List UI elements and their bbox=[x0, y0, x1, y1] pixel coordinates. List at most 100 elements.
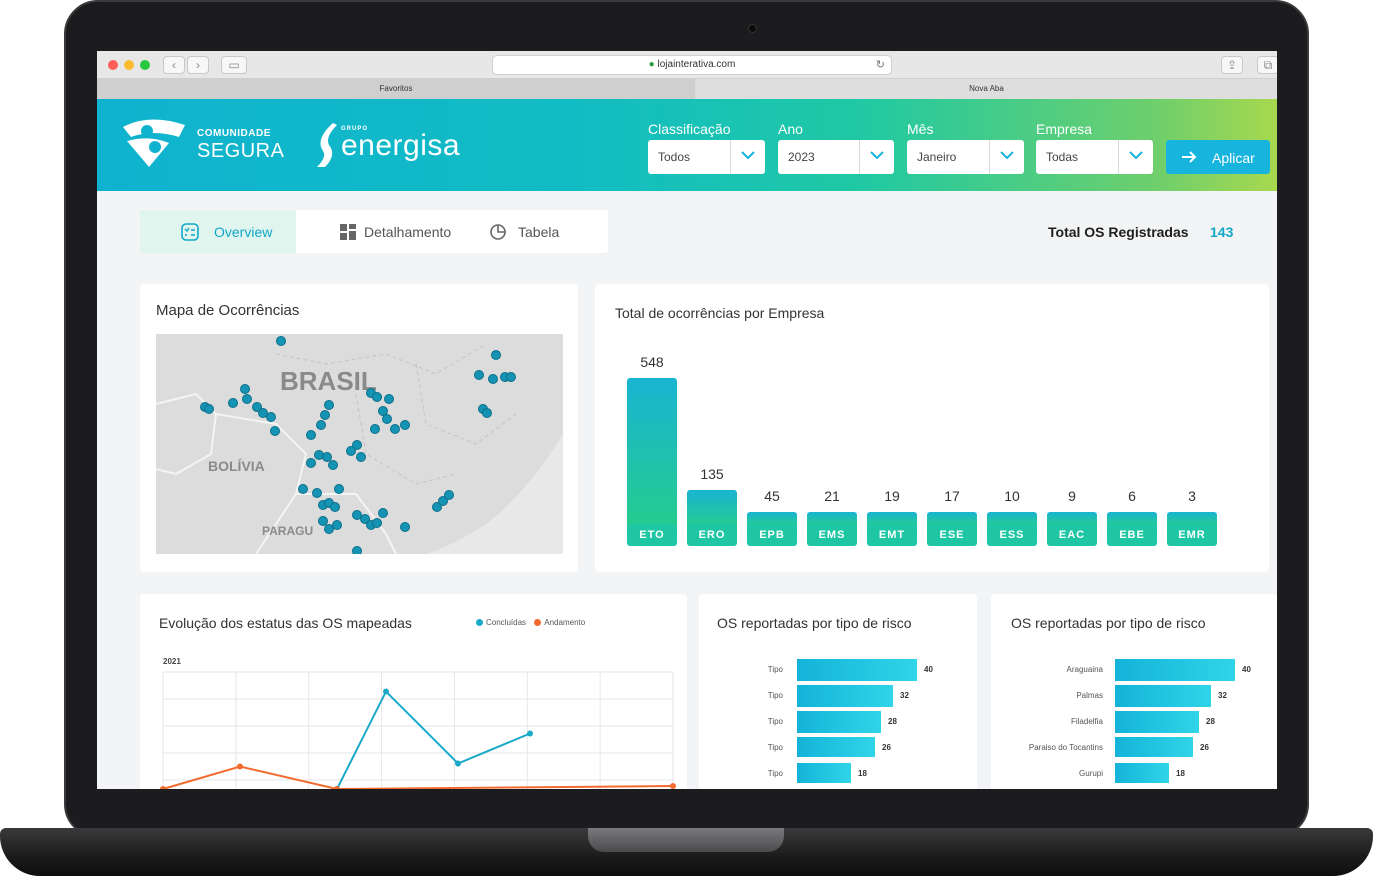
minimize-window-icon[interactable] bbox=[124, 60, 134, 70]
map-marker[interactable] bbox=[444, 490, 454, 500]
tabs-overview-icon[interactable]: ⧉ bbox=[1257, 56, 1277, 74]
risk-bar[interactable] bbox=[1115, 737, 1193, 757]
empresa-select[interactable]: Todas bbox=[1036, 140, 1153, 174]
close-window-icon[interactable] bbox=[108, 60, 118, 70]
map-marker[interactable] bbox=[356, 452, 366, 462]
forward-button[interactable]: › bbox=[187, 56, 209, 74]
map-marker[interactable] bbox=[306, 458, 316, 468]
risk-bar[interactable] bbox=[797, 737, 875, 757]
series-point[interactable] bbox=[383, 688, 389, 695]
map-marker[interactable] bbox=[316, 420, 326, 430]
map-marker[interactable] bbox=[372, 518, 382, 528]
map-marker[interactable] bbox=[266, 412, 276, 422]
risk-bar[interactable] bbox=[797, 685, 893, 707]
map-card: Mapa de Ocorrências BRASIL BOLÍVIA PARAG… bbox=[140, 284, 578, 572]
company-bar[interactable] bbox=[627, 378, 677, 526]
mes-select[interactable]: Janeiro bbox=[907, 140, 1024, 174]
risk-bar[interactable] bbox=[797, 763, 851, 783]
map-marker[interactable] bbox=[432, 502, 442, 512]
share-icon[interactable]: ⇪ bbox=[1221, 56, 1243, 74]
map-marker[interactable] bbox=[370, 424, 380, 434]
map-marker[interactable] bbox=[482, 408, 492, 418]
series-point[interactable] bbox=[455, 760, 461, 767]
sidebar-toggle-icon[interactable]: ▭ bbox=[221, 56, 247, 74]
map-marker[interactable] bbox=[372, 392, 382, 402]
map-marker[interactable] bbox=[330, 502, 340, 512]
risk-bar[interactable] bbox=[1115, 763, 1169, 783]
company-bar-chart: 548 ETO 135 ERO 45 EPB 21 EMS 19 EMT 17 ESE 10 ESS 9 EA… bbox=[595, 284, 1269, 572]
tab-tabela[interactable]: Tabela bbox=[480, 210, 590, 253]
map-marker[interactable] bbox=[320, 410, 330, 420]
status-line-chart bbox=[160, 671, 676, 789]
occurrences-map[interactable]: BRASIL BOLÍVIA PARAGU bbox=[156, 334, 563, 554]
maximize-window-icon[interactable] bbox=[140, 60, 150, 70]
map-marker[interactable] bbox=[378, 508, 388, 518]
logo-group-text: GRUPO bbox=[341, 126, 369, 132]
series-point[interactable] bbox=[334, 786, 340, 789]
risk-bar[interactable] bbox=[1115, 659, 1235, 681]
series-point[interactable] bbox=[527, 730, 533, 737]
map-marker[interactable] bbox=[346, 446, 356, 456]
map-marker[interactable] bbox=[318, 516, 328, 526]
map-marker[interactable] bbox=[390, 424, 400, 434]
back-button[interactable]: ‹ bbox=[163, 56, 185, 74]
company-bar[interactable] bbox=[807, 512, 857, 526]
map-marker[interactable] bbox=[276, 336, 286, 346]
total-os-label: Total OS Registradas bbox=[1048, 224, 1189, 240]
risk-category-label: Gurupi bbox=[1078, 769, 1103, 778]
browser-tab-favoritos[interactable]: Favoritos bbox=[97, 79, 695, 99]
apply-button[interactable]: Aplicar bbox=[1166, 140, 1270, 174]
address-bar[interactable]: ● lojainterativa.com ↻ bbox=[492, 55, 892, 75]
risk-bar[interactable] bbox=[1115, 685, 1211, 707]
map-marker[interactable] bbox=[312, 488, 322, 498]
map-marker[interactable] bbox=[332, 520, 342, 530]
company-bar[interactable] bbox=[1047, 512, 1097, 526]
series-point[interactable] bbox=[237, 763, 243, 770]
browser-tab-nova-aba[interactable]: Nova Aba bbox=[696, 79, 1277, 99]
risk-bar[interactable] bbox=[797, 711, 881, 733]
map-marker[interactable] bbox=[298, 484, 308, 494]
company-bar[interactable] bbox=[747, 512, 797, 526]
company-bar[interactable] bbox=[687, 489, 737, 526]
classificacao-select[interactable]: Todos bbox=[648, 140, 765, 174]
ano-select[interactable]: 2023 bbox=[778, 140, 894, 174]
map-marker[interactable] bbox=[382, 414, 392, 424]
map-marker[interactable] bbox=[400, 522, 410, 532]
map-marker[interactable] bbox=[252, 402, 262, 412]
map-marker[interactable] bbox=[352, 440, 362, 450]
company-bar[interactable] bbox=[1167, 512, 1217, 526]
map-marker[interactable] bbox=[328, 460, 338, 470]
map-marker[interactable] bbox=[384, 394, 394, 404]
map-marker[interactable] bbox=[488, 374, 498, 384]
company-bar[interactable] bbox=[867, 512, 917, 526]
map-marker[interactable] bbox=[324, 400, 334, 410]
map-marker[interactable] bbox=[506, 372, 516, 382]
map-marker[interactable] bbox=[352, 546, 362, 554]
risk-bar[interactable] bbox=[797, 659, 917, 681]
map-marker[interactable] bbox=[438, 496, 448, 506]
company-bar[interactable] bbox=[1107, 512, 1157, 526]
series-point[interactable] bbox=[670, 783, 676, 789]
map-marker[interactable] bbox=[240, 384, 250, 394]
bar-value-label: 3 bbox=[1188, 488, 1196, 504]
tab-overview[interactable]: Overview bbox=[140, 210, 296, 253]
map-marker[interactable] bbox=[360, 514, 370, 524]
company-bar[interactable] bbox=[927, 512, 977, 526]
map-marker[interactable] bbox=[474, 370, 484, 380]
map-marker[interactable] bbox=[228, 398, 238, 408]
map-marker[interactable] bbox=[334, 484, 344, 494]
company-bar[interactable] bbox=[987, 512, 1037, 526]
risk-bar[interactable] bbox=[1115, 711, 1199, 733]
map-marker[interactable] bbox=[491, 350, 501, 360]
tab-detalhamento[interactable]: Detalhamento bbox=[320, 210, 470, 253]
reload-icon[interactable]: ↻ bbox=[875, 59, 885, 71]
map-marker[interactable] bbox=[322, 452, 332, 462]
series-point[interactable] bbox=[160, 786, 166, 789]
map-marker[interactable] bbox=[306, 430, 316, 440]
map-marker[interactable] bbox=[242, 394, 252, 404]
map-marker[interactable] bbox=[204, 404, 214, 414]
map-marker[interactable] bbox=[270, 426, 280, 436]
filter-label-empresa: Empresa bbox=[1036, 121, 1093, 137]
map-marker[interactable] bbox=[400, 420, 410, 430]
risk-chart-title-2: OS reportadas por tipo de risco bbox=[1011, 615, 1206, 631]
